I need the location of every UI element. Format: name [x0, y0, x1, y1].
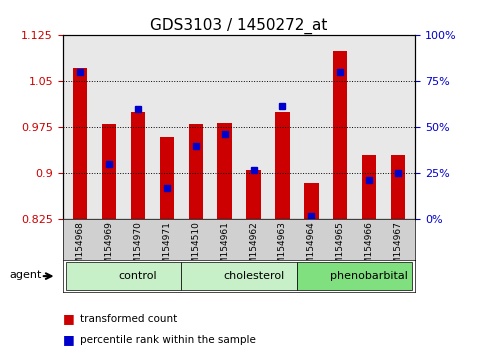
Text: GSM154965: GSM154965: [336, 222, 345, 276]
Bar: [188, 124, 203, 219]
Bar: [333, 51, 347, 219]
Text: control: control: [119, 271, 157, 281]
Text: GSM154970: GSM154970: [133, 222, 142, 276]
Text: GSM154964: GSM154964: [307, 222, 316, 276]
Bar: [102, 124, 116, 219]
Bar: [131, 112, 145, 219]
Bar: [391, 155, 405, 219]
Text: GSM154962: GSM154962: [249, 222, 258, 276]
Text: GSM154961: GSM154961: [220, 222, 229, 276]
Text: percentile rank within the sample: percentile rank within the sample: [80, 335, 256, 345]
Text: ■: ■: [63, 333, 74, 346]
Text: GSM154967: GSM154967: [394, 222, 402, 276]
Text: phenobarbital: phenobarbital: [330, 271, 408, 281]
Bar: [73, 68, 87, 219]
Bar: [217, 122, 232, 219]
Bar: [246, 170, 261, 219]
Text: GSM154963: GSM154963: [278, 222, 287, 276]
Bar: [159, 137, 174, 219]
FancyBboxPatch shape: [66, 262, 181, 290]
Bar: [362, 155, 376, 219]
Text: agent: agent: [10, 269, 42, 280]
Text: GSM154510: GSM154510: [191, 222, 200, 276]
Text: GSM154971: GSM154971: [162, 222, 171, 276]
FancyBboxPatch shape: [181, 262, 297, 290]
Text: GSM154966: GSM154966: [365, 222, 374, 276]
FancyBboxPatch shape: [297, 262, 412, 290]
Bar: [275, 112, 290, 219]
Text: cholesterol: cholesterol: [223, 271, 284, 281]
Text: ■: ■: [63, 312, 74, 325]
Bar: [304, 183, 319, 219]
Title: GDS3103 / 1450272_at: GDS3103 / 1450272_at: [150, 18, 328, 34]
Text: transformed count: transformed count: [80, 314, 177, 324]
Text: GSM154969: GSM154969: [104, 222, 114, 276]
Text: GSM154968: GSM154968: [76, 222, 85, 276]
